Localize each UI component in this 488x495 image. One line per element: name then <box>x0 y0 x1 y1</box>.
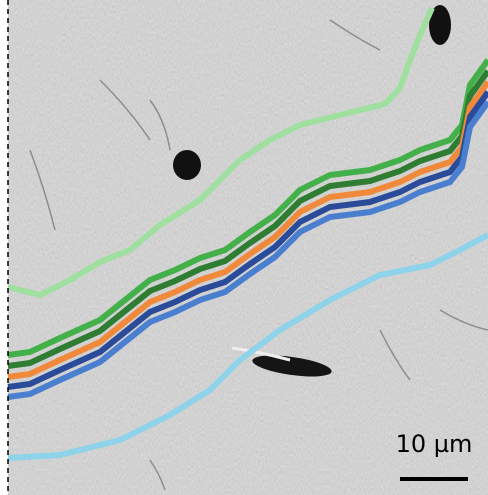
page: 10 µm (() => { const data = JSON.parse(d… <box>0 0 488 495</box>
micrograph: 10 µm <box>0 0 488 495</box>
scale-bar-label: 10 µm <box>396 430 473 458</box>
dark-particle <box>173 150 201 180</box>
